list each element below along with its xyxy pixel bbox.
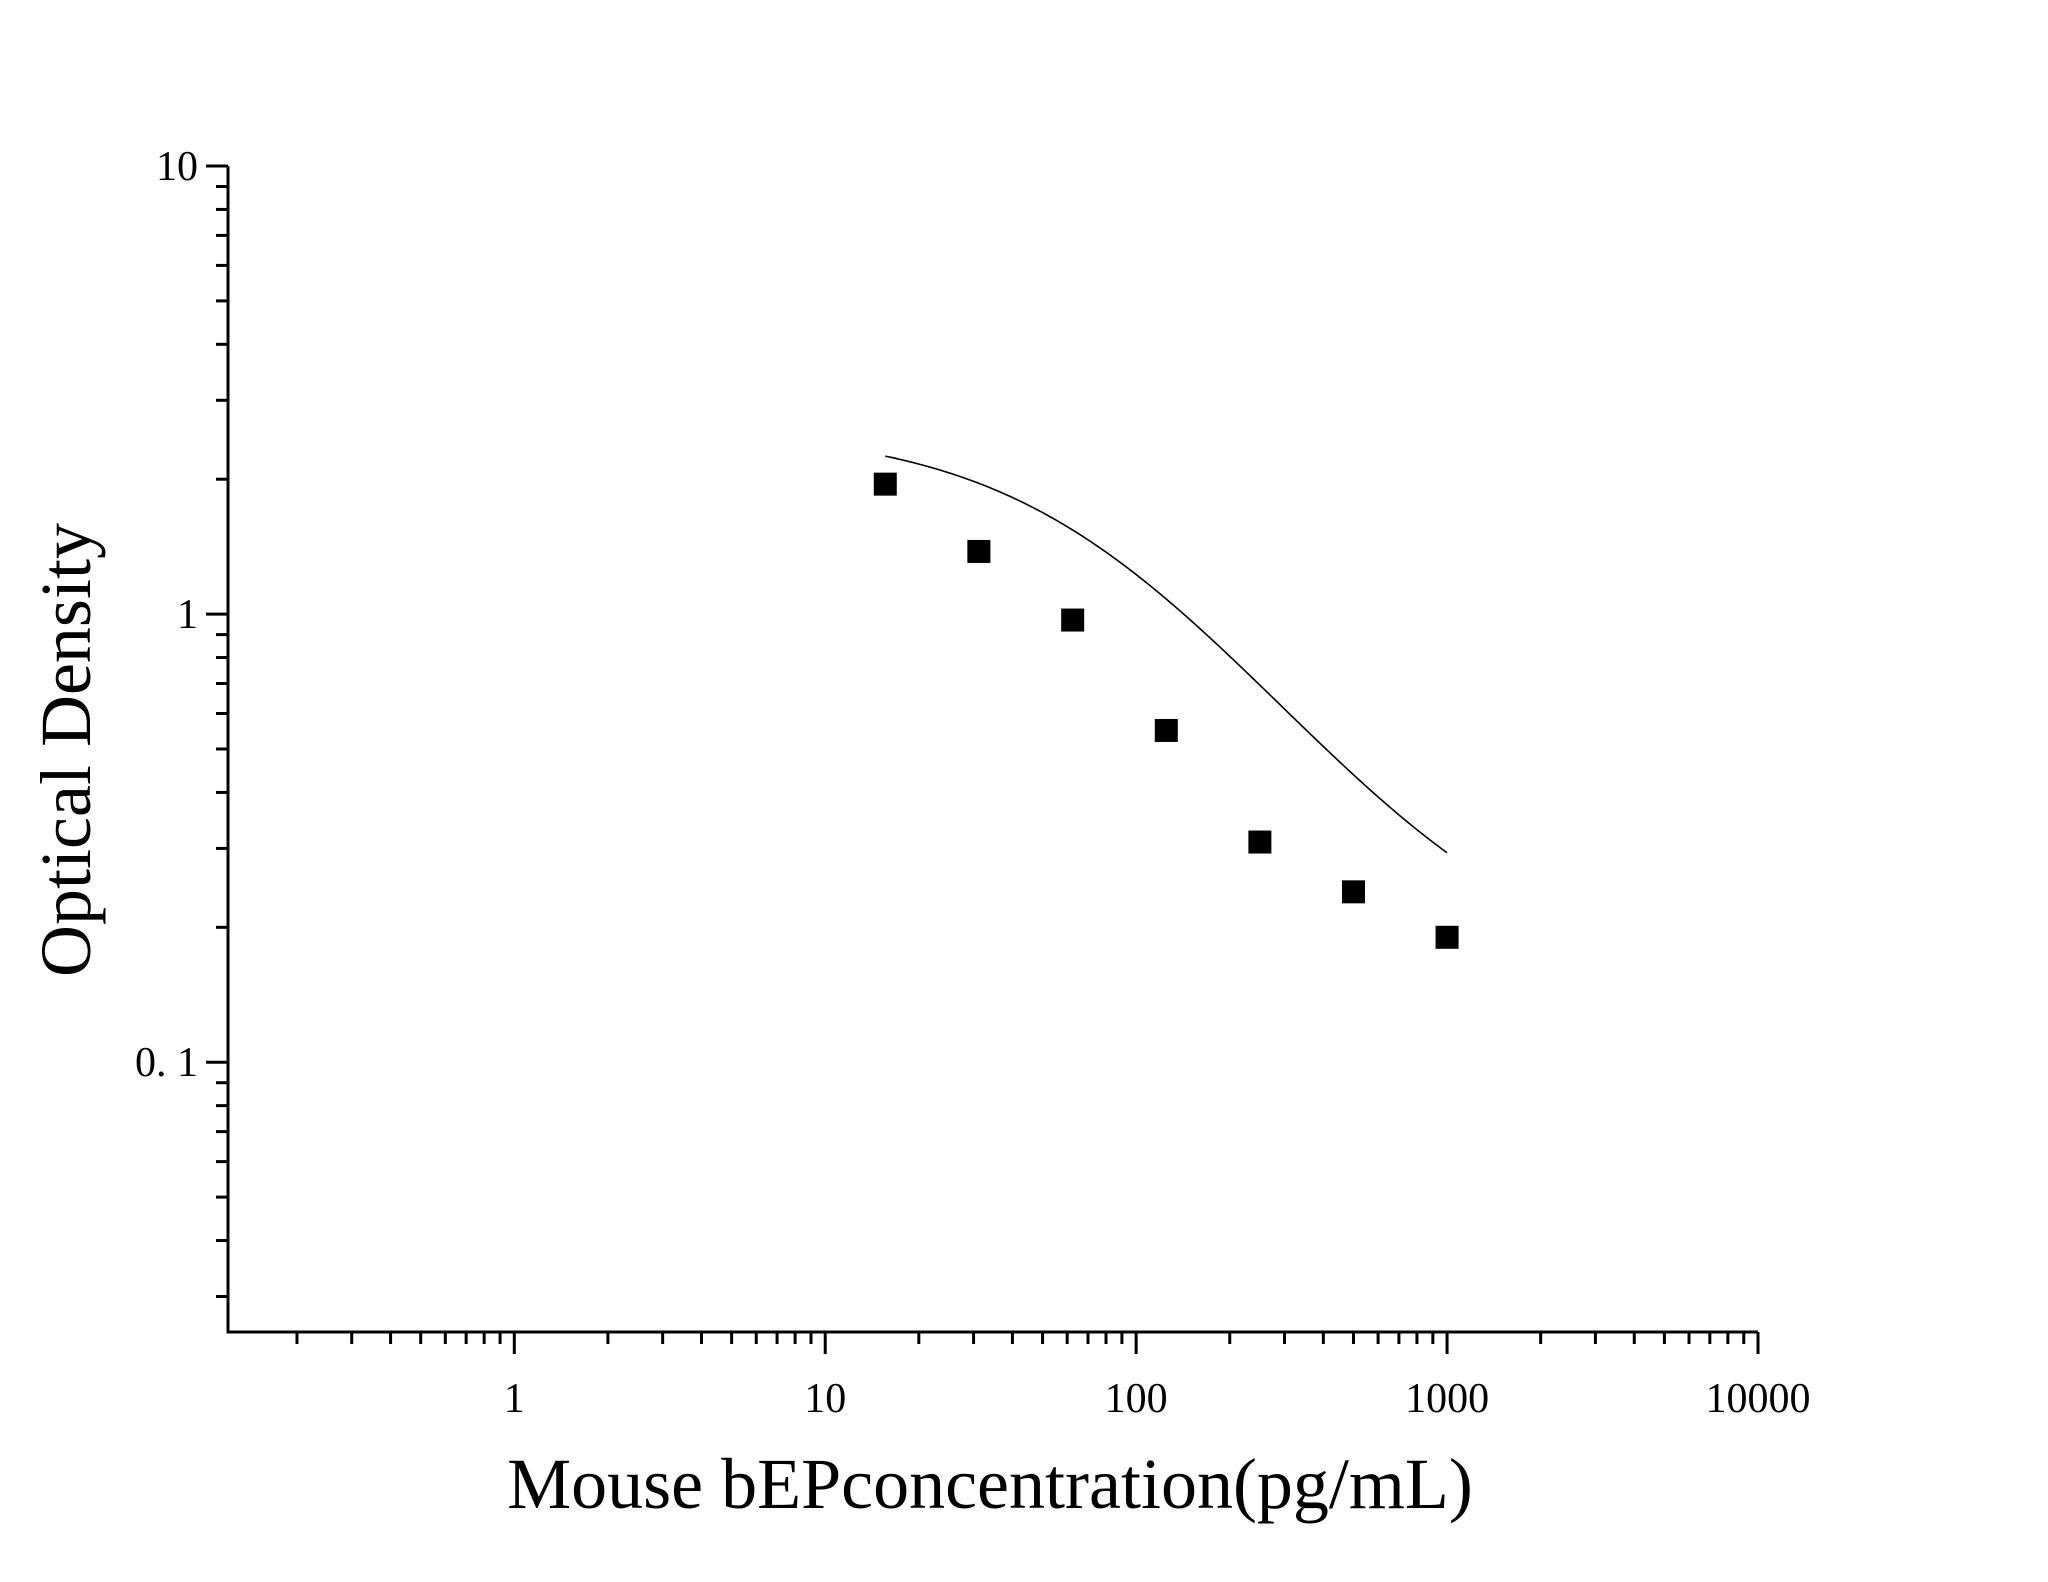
x-tick-label: 100 bbox=[1105, 1376, 1168, 1422]
data-point bbox=[1061, 608, 1085, 632]
y-axis-title: Optical Density bbox=[26, 523, 106, 977]
y-tick-label: 0. 1 bbox=[135, 1040, 198, 1086]
x-tick-label: 1000 bbox=[1405, 1376, 1489, 1422]
x-tick-label: 10 bbox=[804, 1376, 846, 1422]
x-tick-label: 1 bbox=[504, 1376, 525, 1422]
x-tick-label: 10000 bbox=[1706, 1376, 1811, 1422]
data-point bbox=[1248, 830, 1272, 854]
y-tick-label: 10 bbox=[156, 144, 198, 190]
data-point bbox=[1341, 880, 1365, 904]
y-tick-label: 1 bbox=[177, 592, 198, 638]
fit-curve-group bbox=[885, 455, 1448, 854]
x-axis-title: Mouse bEPconcentration(pg/mL) bbox=[507, 1444, 1473, 1524]
data-point bbox=[1435, 925, 1459, 949]
data-points bbox=[873, 472, 1459, 949]
axes bbox=[226, 166, 1758, 1334]
data-point bbox=[1154, 718, 1178, 742]
data-point bbox=[873, 472, 897, 496]
fit-curve bbox=[885, 455, 1448, 854]
data-point bbox=[967, 539, 991, 563]
ticks: 1 10 100 1000 10000 0. 1 1 10 bbox=[135, 144, 1811, 1422]
